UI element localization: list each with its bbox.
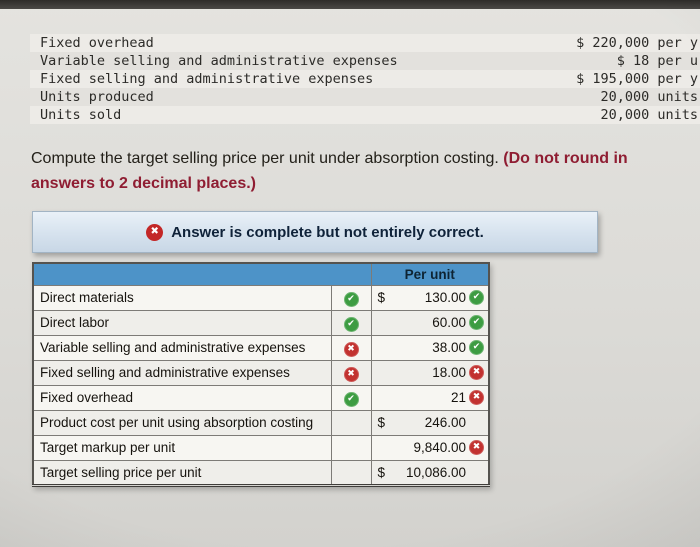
mark-icon: ✔ [469, 340, 484, 355]
table-header-row: Per unit [32, 262, 490, 286]
value-cell[interactable]: 18.00 ✖ [370, 359, 490, 386]
problem-data-row: Variable selling and administrative expe… [30, 52, 700, 70]
answer-table: Per unit Direct materials ✔ $ 130.00 ✔ D… [32, 262, 490, 487]
value-cell[interactable]: 9,840.00 ✖ [370, 434, 490, 461]
value-cell: $ 246.00 [370, 409, 490, 436]
mark-icon: ✖ [469, 390, 484, 405]
problem-data-label: Units produced [40, 89, 154, 105]
value-cell[interactable]: 38.00 ✔ [370, 334, 490, 361]
problem-data-value: $ 220,000 per y [576, 35, 698, 51]
problem-data-block: Fixed overhead $ 220,000 per y Variable … [30, 34, 700, 124]
row-label-cell: Target markup per unit [32, 434, 332, 461]
mark-icon: ✖ [343, 366, 359, 382]
mark-icon: ✔ [469, 315, 484, 330]
problem-data-row: Fixed overhead $ 220,000 per y [30, 34, 700, 52]
error-x-icon: ✖ [146, 223, 164, 241]
label-mark-cell [330, 434, 372, 461]
table-row-target-selling-price: Target selling price per unit $ 10,086.0… [32, 459, 490, 487]
instruction-line-2: answers to 2 decimal places.) [31, 175, 256, 192]
table-row-fixed-sa-expenses: Fixed selling and administrative expense… [32, 359, 490, 386]
problem-data-value: $ 195,000 per y [576, 71, 698, 87]
table-row-direct-labor: Direct labor ✔ 60.00 ✔ [32, 309, 490, 336]
instruction-line-1: Compute the target selling price per uni… [31, 146, 700, 171]
row-label-cell[interactable]: Direct materials [32, 284, 332, 311]
table-row-target-markup: Target markup per unit 9,840.00 ✖ [32, 434, 490, 461]
value-text: 18.00 [432, 365, 466, 380]
label-mark-cell: ✔ [330, 309, 372, 336]
label-mark-cell: ✖ [330, 359, 372, 386]
problem-data-row: Units produced 20,000 units [30, 88, 700, 106]
mark-icon: ✔ [343, 316, 359, 332]
value-text: 246.00 [424, 415, 466, 430]
value-text: 10,086.00 [405, 464, 466, 480]
label-mark-cell: ✖ [330, 334, 372, 361]
mark-icon: ✖ [343, 341, 359, 357]
dollar-sign: $ [377, 415, 386, 430]
value-cell: $ 10,086.00 [370, 459, 490, 487]
value-cell[interactable]: 21 ✖ [370, 384, 490, 411]
mark-icon: ✔ [343, 291, 359, 307]
problem-data-label: Units sold [40, 107, 122, 123]
problem-data-value: $ 18 per u [616, 53, 698, 69]
row-label-cell[interactable]: Fixed overhead [32, 384, 332, 411]
table-row-variable-sa-expenses: Variable selling and administrative expe… [32, 334, 490, 361]
row-label-cell: Target selling price per unit [32, 459, 332, 487]
problem-data-row: Fixed selling and administrative expense… [30, 70, 700, 88]
table-header-per-unit: Per unit [370, 262, 490, 286]
answer-status-text: Answer is complete but not entirely corr… [171, 223, 484, 241]
problem-data-label: Fixed overhead [40, 35, 154, 51]
instruction-normal-text: Compute the target selling price per uni… [31, 150, 499, 167]
mark-icon: ✖ [469, 440, 484, 455]
dollar-sign: $ [377, 464, 386, 480]
value-cell[interactable]: $ 130.00 ✔ [370, 284, 490, 311]
problem-data-row: Units sold 20,000 units [30, 106, 700, 124]
table-row-fixed-overhead: Fixed overhead ✔ 21 ✖ [32, 384, 490, 411]
row-label-cell[interactable]: Variable selling and administrative expe… [32, 334, 332, 361]
instruction-text: Compute the target selling price per uni… [31, 146, 700, 196]
value-text: 130.00 [424, 290, 466, 305]
mark-icon: ✔ [343, 391, 359, 407]
table-row-direct-materials: Direct materials ✔ $ 130.00 ✔ [32, 284, 490, 311]
value-text: 21 [450, 390, 466, 405]
value-cell[interactable]: 60.00 ✔ [370, 309, 490, 336]
label-mark-cell: ✔ [330, 384, 372, 411]
problem-data-value: 20,000 units [600, 107, 698, 123]
label-mark-cell: ✔ [330, 284, 372, 311]
row-label-cell: Product cost per unit using absorption c… [32, 409, 332, 436]
problem-data-label: Variable selling and administrative expe… [40, 53, 398, 69]
mark-icon: ✔ [469, 290, 484, 305]
photo-top-edge [0, 0, 700, 9]
value-text: 38.00 [432, 340, 466, 355]
value-text: 60.00 [432, 315, 466, 330]
mark-icon: ✖ [469, 365, 484, 380]
dollar-sign: $ [377, 290, 386, 305]
problem-data-label: Fixed selling and administrative expense… [40, 71, 374, 87]
label-mark-cell [330, 459, 372, 487]
value-text: 9,840.00 [413, 440, 466, 455]
answer-status-banner: ✖ Answer is complete but not entirely co… [32, 211, 598, 253]
table-header-blank [32, 262, 372, 286]
row-label-cell[interactable]: Direct labor [32, 309, 332, 336]
instruction-emphasis-text: (Do not round in [503, 150, 628, 167]
table-row-product-cost-per-unit: Product cost per unit using absorption c… [32, 409, 490, 436]
label-mark-cell [330, 409, 372, 436]
problem-data-value: 20,000 units [600, 89, 698, 105]
row-label-cell[interactable]: Fixed selling and administrative expense… [32, 359, 332, 386]
